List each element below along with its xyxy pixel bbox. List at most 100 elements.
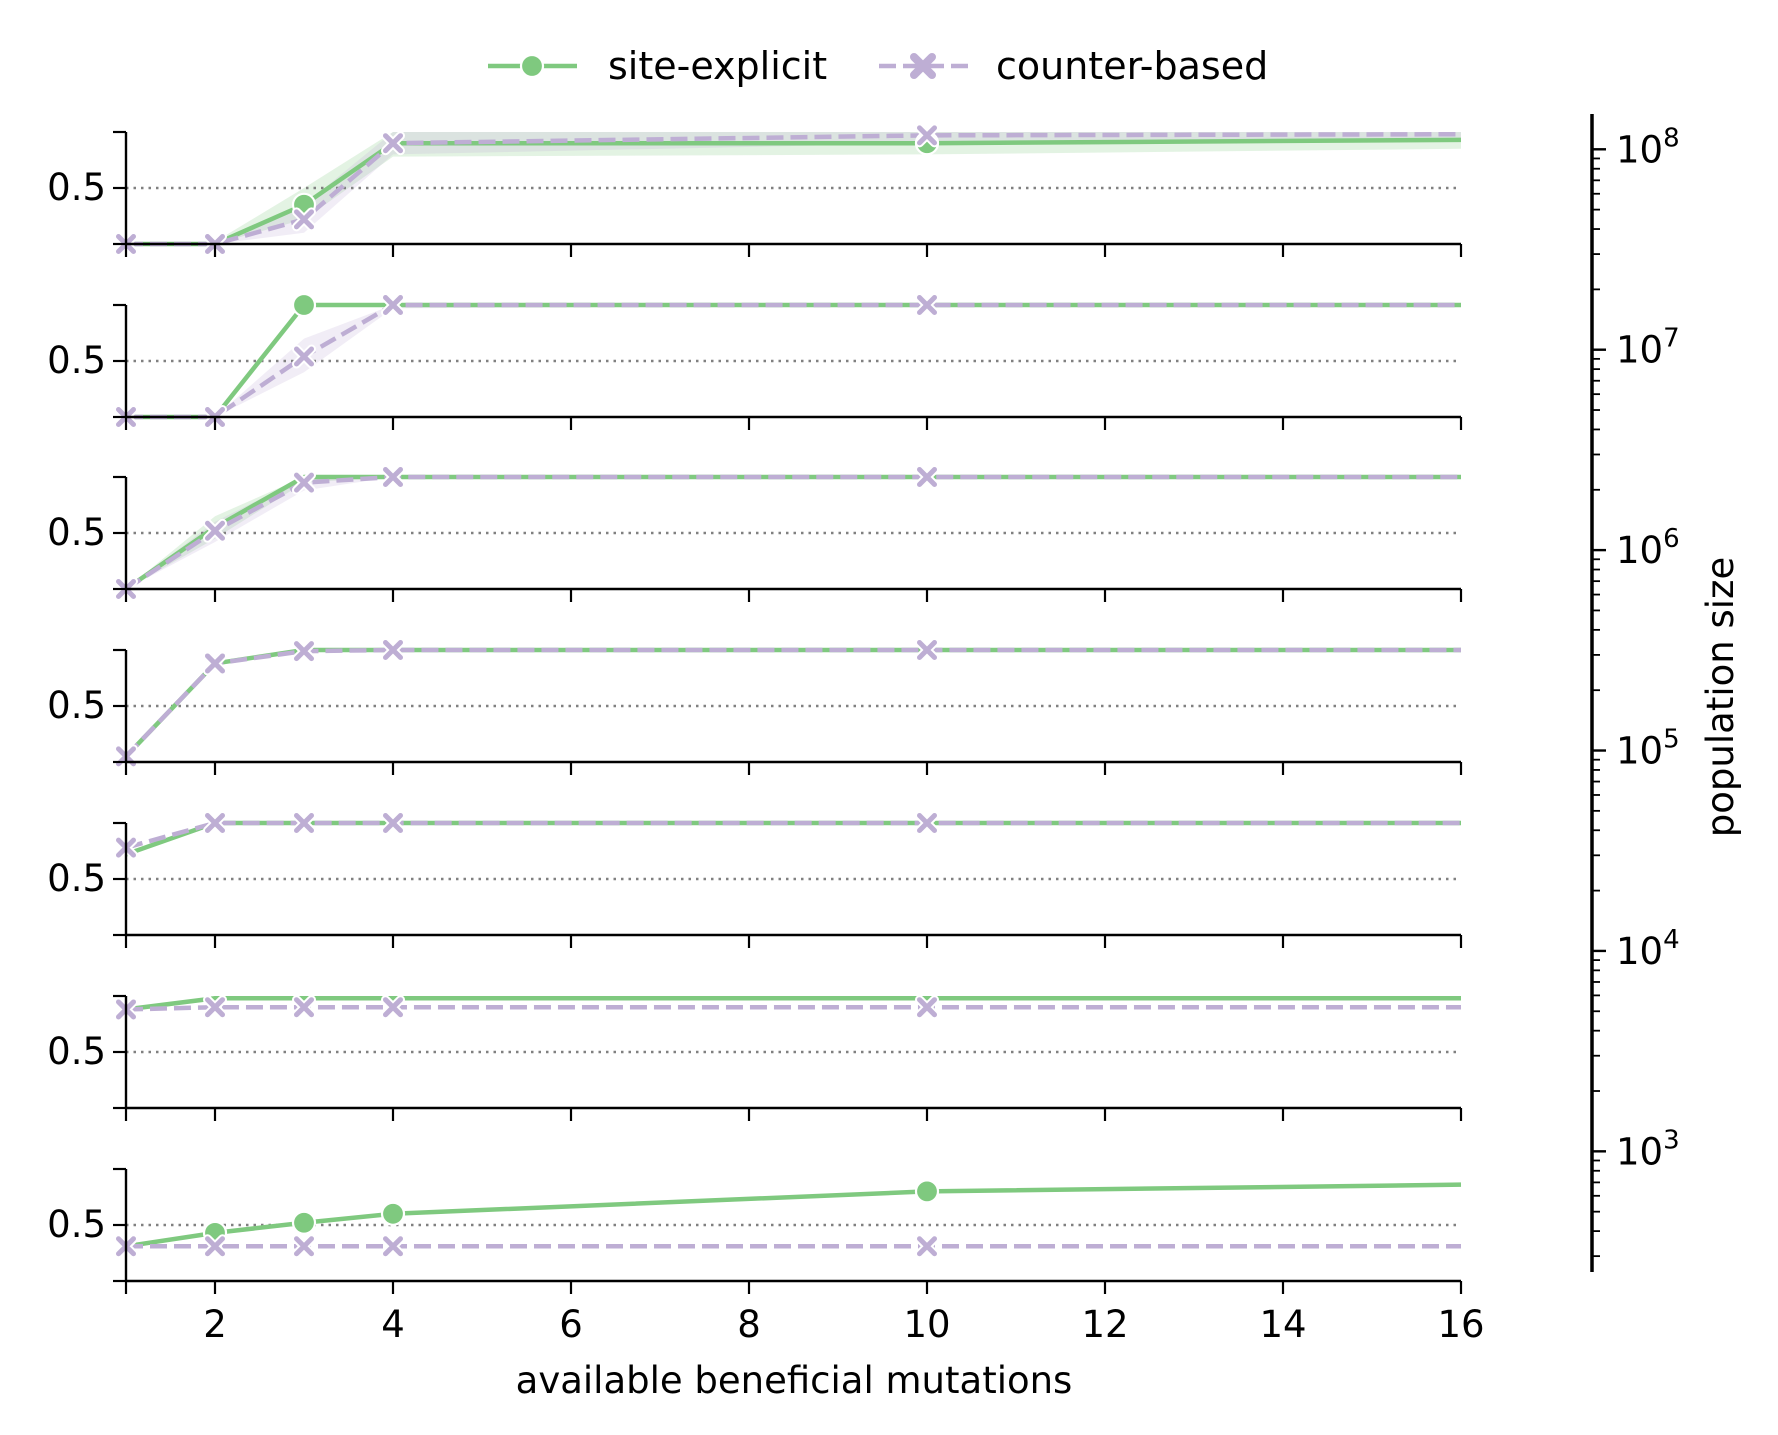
x-tick-label: 14 [1259,1303,1306,1346]
series-line-site-explicit [125,1182,1462,1249]
marker-stroke [294,813,314,833]
panel-1: 0.5 [47,123,1463,257]
legend-label-counter-based: counter-based [996,44,1268,88]
point-counter-based [381,811,405,835]
point-counter-based [915,638,939,662]
panel-6: 0.5 [47,994,1463,1121]
series-line-site-explicit [125,820,1461,857]
point-counter-based [292,344,316,369]
panel-5: 0.5 [47,811,1463,948]
y-tick-label: 0.5 [47,511,106,554]
marker-stroke [917,1236,937,1257]
marker-stroke [383,640,403,660]
x-tick-label: 8 [737,1303,761,1346]
panel-7: 0.5 2 4 6 8 10 12 14 16 [47,1167,1485,1346]
point-counter-based [915,123,939,148]
point-counter-based [381,293,405,317]
colorbar-tick-label: 103 [1616,1125,1680,1173]
x-tick-label: 6 [559,1303,583,1346]
point-counter-based [915,293,939,317]
point-counter-based [381,465,405,489]
y-tick-label: 0.5 [47,684,106,727]
x-tick-label: 4 [381,1303,405,1346]
legend-marker-counter-based [910,53,936,79]
panel-2: 0.5 [47,292,1463,430]
x-tick-label: 10 [903,1303,950,1346]
marker-stroke [383,133,403,154]
y-tick-label: 0.5 [47,1030,106,1073]
point-counter-based [915,1234,939,1259]
marker-stroke [383,295,403,315]
panels: 0.5 0.5 0.5 0.5 0.5 0.5 0.5 2 4 6 8 10 12 14 16 [47,123,1485,1346]
point-counter-based [292,811,316,835]
marker-stroke [294,472,314,493]
marker-stroke [205,1236,225,1257]
y-tick-label: 0.5 [47,166,106,209]
series-line-counter-based [124,474,1461,591]
series-line-site-explicit [126,137,1462,247]
colorbar-tick-label: 104 [1616,925,1680,973]
point-counter-based [203,1234,227,1259]
marker-stroke [294,346,314,367]
point-counter-based [203,811,227,835]
point-site-explicit [380,1201,406,1226]
x-tick-label: 16 [1437,1303,1484,1346]
point-counter-based [292,207,316,232]
marker-stroke [294,997,314,1018]
point-counter-based [915,995,939,1020]
point-site-explicit [291,1210,317,1235]
marker-stroke [383,813,403,833]
point-counter-based [915,811,939,835]
point-counter-based [381,131,405,156]
marker-stroke [294,641,314,662]
colorbar: 108 107 106 105 104 103 population size [1590,114,1742,1272]
series-line-counter-based [125,1004,1461,1012]
x-tick-label: 12 [1081,1303,1128,1346]
point-site-explicit [914,1179,940,1204]
colorbar-tick-label: 106 [1616,524,1680,572]
marker-stroke [205,813,225,833]
point-counter-based [203,518,227,543]
point-counter-based [292,995,316,1020]
legend-label-site-explicit: site-explicit [608,44,827,88]
y-tick-label: 0.5 [47,1203,106,1246]
point-counter-based [203,995,227,1020]
panel-3: 0.5 [47,465,1463,602]
colorbar-tick-label: 107 [1616,324,1680,372]
x-axis-label: available beneficial mutations [516,1359,1073,1402]
panel-4: 0.5 [47,638,1463,775]
y-tick-label: 0.5 [47,339,106,382]
marker-stroke [910,53,936,79]
point-site-explicit [291,292,317,318]
marker-stroke [917,295,937,315]
point-counter-based [915,465,939,489]
marker-stroke [294,209,314,230]
marker-stroke [917,125,937,146]
band-site-explicit [126,132,1461,244]
marker-stroke [917,640,937,660]
x-tick-label: 2 [203,1303,227,1346]
point-counter-based [381,1234,405,1259]
legend-marker-site-explicit [519,53,545,79]
colorbar-tick-label: 108 [1616,123,1680,171]
point-counter-based [381,995,405,1020]
colorbar-tick-label: 105 [1616,725,1680,773]
colorbar-label: population size [1699,557,1742,837]
y-tick-label: 0.5 [47,857,106,900]
series-line-counter-based [125,820,1461,850]
marker-stroke [383,997,403,1018]
point-counter-based [292,639,316,664]
marker-stroke [917,813,937,833]
marker-stroke [205,653,225,674]
marker-stroke [205,520,225,541]
marker-stroke [917,467,937,487]
marker-stroke [383,1236,403,1257]
series-line-counter-based [124,647,1461,758]
series-line-site-explicit [125,995,1461,1012]
point-counter-based [292,1234,316,1259]
marker-stroke [205,997,225,1018]
series-line-site-explicit [124,647,1461,758]
marker-stroke [383,467,403,487]
point-counter-based [381,638,405,662]
